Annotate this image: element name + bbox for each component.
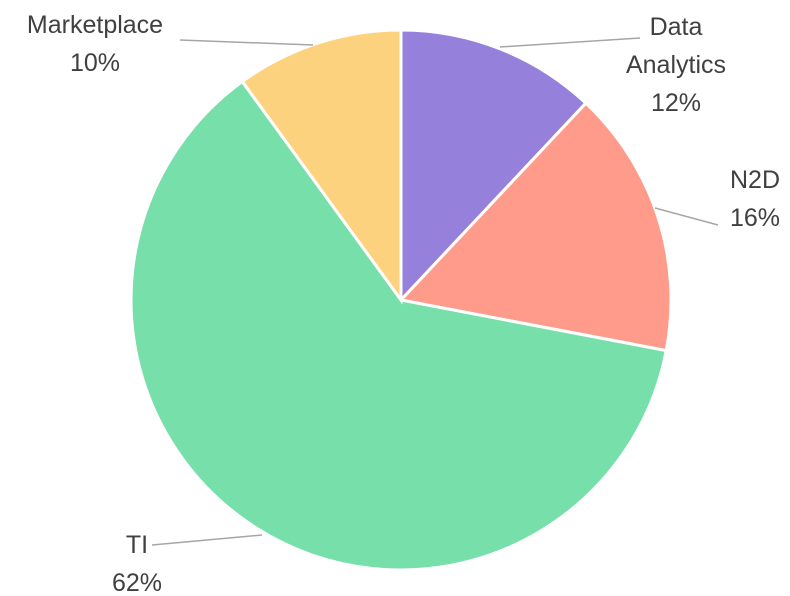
data-label: TI 62% — [112, 526, 162, 596]
pie-slice — [240, 28, 403, 305]
data-label: N2D 16% — [730, 161, 780, 237]
data-label: Data Analytics 12% — [616, 8, 736, 122]
value-label: 16% — [729, 204, 781, 232]
pie-slice — [398, 101, 673, 353]
value-label: 62% — [111, 569, 163, 596]
category-label: TI — [125, 531, 149, 559]
pie-slice — [129, 79, 668, 572]
category-label: N2D — [729, 166, 781, 194]
leader-line — [499, 37, 641, 48]
value-label: 10% — [69, 49, 121, 77]
value-label: 12% — [650, 89, 702, 117]
leader-line — [179, 39, 314, 46]
category-label: Data Analytics — [625, 13, 727, 79]
leader-line — [654, 207, 719, 226]
leader-line — [151, 534, 263, 546]
pie-slice — [399, 28, 588, 304]
data-label: Marketplace 10% — [27, 6, 163, 82]
category-label: Marketplace — [26, 11, 164, 39]
